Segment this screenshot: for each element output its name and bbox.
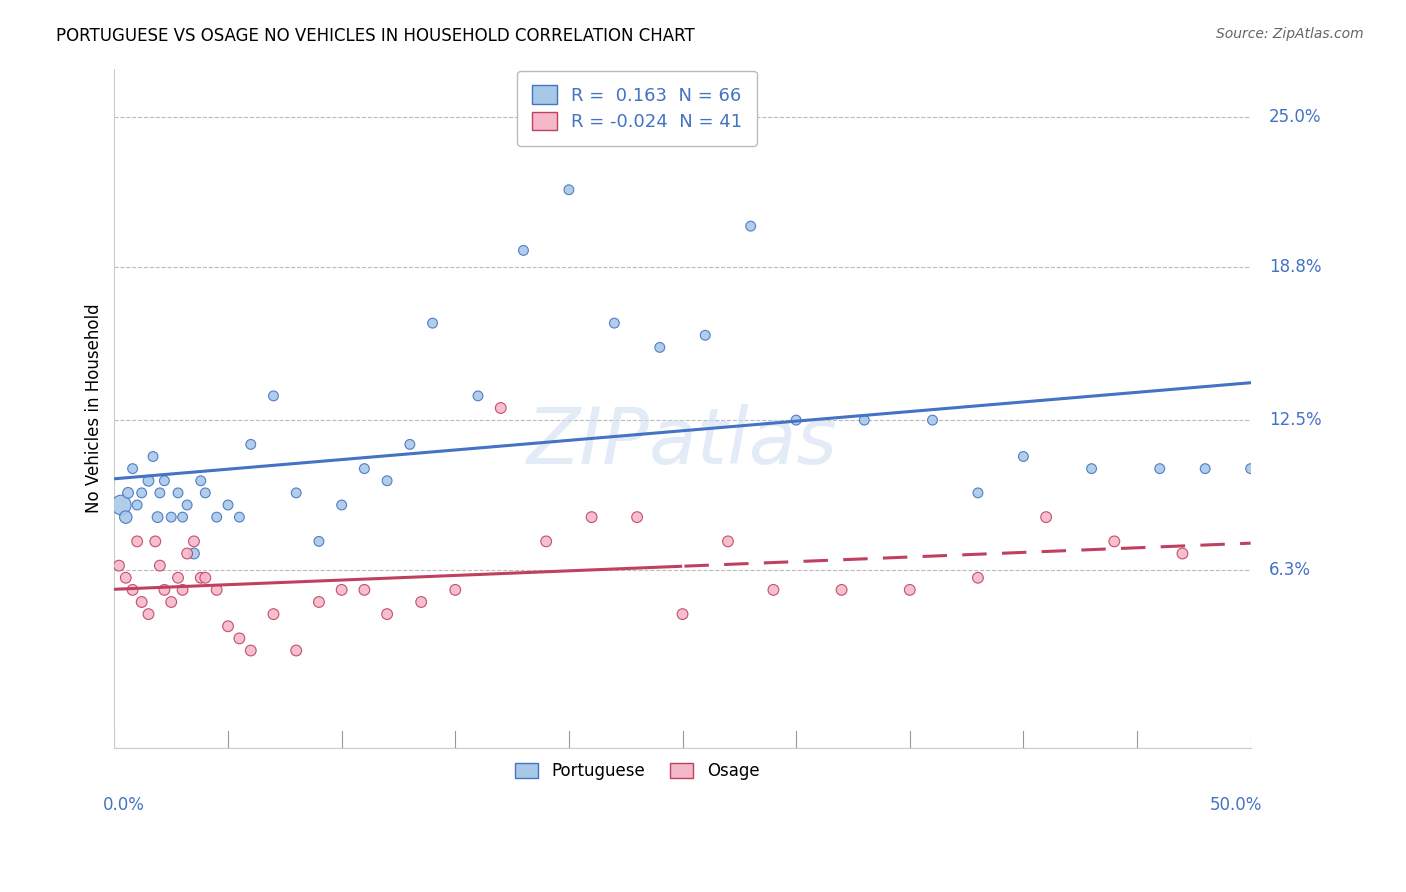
- Y-axis label: No Vehicles in Household: No Vehicles in Household: [86, 303, 103, 513]
- Point: [717, 534, 740, 549]
- Point: [108, 558, 131, 573]
- Point: [898, 582, 921, 597]
- Point: [149, 558, 172, 573]
- Point: [176, 547, 198, 561]
- Point: [205, 582, 228, 597]
- Point: [740, 219, 762, 234]
- Point: [127, 534, 149, 549]
- Text: 25.0%: 25.0%: [1268, 108, 1322, 126]
- Point: [153, 582, 176, 597]
- Point: [167, 486, 190, 500]
- Point: [603, 316, 626, 330]
- Point: [489, 401, 512, 415]
- Point: [1149, 461, 1171, 475]
- Point: [228, 632, 250, 646]
- Legend: Portuguese, Osage: Portuguese, Osage: [508, 756, 766, 787]
- Point: [285, 486, 308, 500]
- Point: [558, 183, 581, 197]
- Point: [217, 498, 239, 512]
- Point: [138, 607, 160, 621]
- Point: [138, 474, 160, 488]
- Text: 0.0%: 0.0%: [103, 796, 145, 814]
- Point: [146, 510, 169, 524]
- Point: [785, 413, 807, 427]
- Point: [626, 510, 648, 524]
- Point: [398, 437, 420, 451]
- Point: [1194, 461, 1216, 475]
- Point: [1240, 461, 1263, 475]
- Point: [131, 486, 153, 500]
- Point: [239, 437, 262, 451]
- Point: [1080, 461, 1102, 475]
- Point: [183, 534, 205, 549]
- Point: [239, 643, 262, 657]
- Point: [263, 389, 285, 403]
- Point: [131, 595, 153, 609]
- Point: [762, 582, 785, 597]
- Point: [921, 413, 943, 427]
- Point: [176, 498, 198, 512]
- Point: [967, 571, 990, 585]
- Point: [153, 474, 176, 488]
- Point: [648, 340, 671, 354]
- Point: [160, 595, 183, 609]
- Point: [263, 607, 285, 621]
- Point: [167, 571, 190, 585]
- Point: [330, 582, 353, 597]
- Point: [172, 510, 194, 524]
- Point: [194, 571, 217, 585]
- Point: [512, 244, 534, 258]
- Point: [127, 498, 149, 512]
- Point: [117, 486, 139, 500]
- Point: [183, 547, 205, 561]
- Text: 12.5%: 12.5%: [1268, 411, 1322, 429]
- Text: Source: ZipAtlas.com: Source: ZipAtlas.com: [1216, 27, 1364, 41]
- Point: [1104, 534, 1126, 549]
- Point: [228, 510, 250, 524]
- Point: [695, 328, 717, 343]
- Point: [308, 595, 330, 609]
- Point: [143, 534, 166, 549]
- Point: [1035, 510, 1057, 524]
- Text: PORTUGUESE VS OSAGE NO VEHICLES IN HOUSEHOLD CORRELATION CHART: PORTUGUESE VS OSAGE NO VEHICLES IN HOUSE…: [56, 27, 695, 45]
- Point: [110, 498, 132, 512]
- Point: [330, 498, 353, 512]
- Point: [581, 510, 603, 524]
- Point: [114, 571, 136, 585]
- Point: [205, 510, 228, 524]
- Point: [411, 595, 433, 609]
- Point: [967, 486, 990, 500]
- Point: [121, 582, 143, 597]
- Point: [142, 450, 165, 464]
- Point: [114, 510, 136, 524]
- Point: [190, 571, 212, 585]
- Point: [375, 474, 398, 488]
- Point: [353, 582, 375, 597]
- Point: [308, 534, 330, 549]
- Point: [353, 461, 375, 475]
- Point: [1171, 547, 1194, 561]
- Point: [172, 582, 194, 597]
- Text: ZIPatlas: ZIPatlas: [527, 404, 838, 480]
- Point: [217, 619, 239, 633]
- Point: [375, 607, 398, 621]
- Point: [190, 474, 212, 488]
- Text: 18.8%: 18.8%: [1268, 259, 1322, 277]
- Point: [671, 607, 693, 621]
- Point: [422, 316, 444, 330]
- Point: [467, 389, 489, 403]
- Point: [831, 582, 853, 597]
- Point: [194, 486, 217, 500]
- Point: [534, 534, 557, 549]
- Point: [1012, 450, 1035, 464]
- Text: 6.3%: 6.3%: [1268, 561, 1310, 580]
- Text: 50.0%: 50.0%: [1209, 796, 1263, 814]
- Point: [121, 461, 143, 475]
- Point: [160, 510, 183, 524]
- Point: [853, 413, 876, 427]
- Point: [149, 486, 172, 500]
- Point: [444, 582, 467, 597]
- Point: [285, 643, 308, 657]
